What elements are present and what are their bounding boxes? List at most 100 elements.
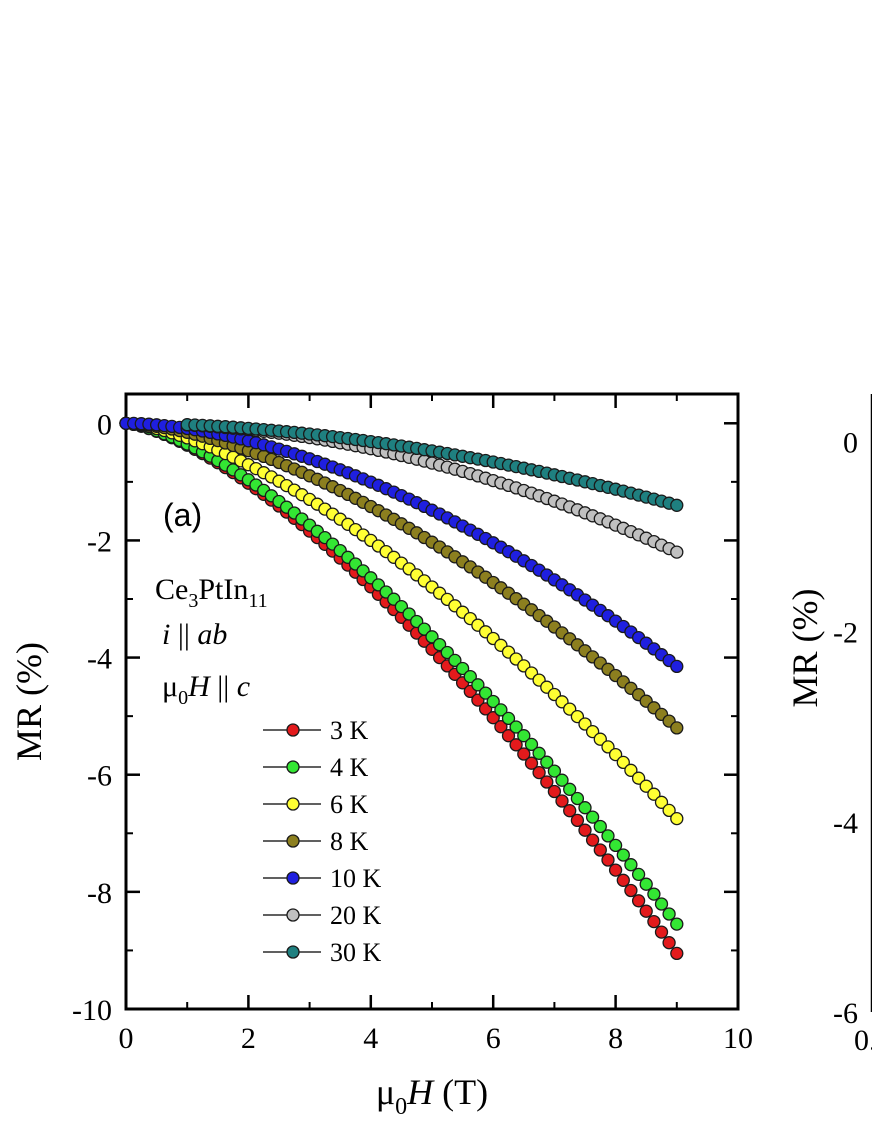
legend: 3 K 4 K 6 K 8 K 10 K 20 K 30 K: [263, 716, 382, 967]
field-h: H: [188, 670, 210, 703]
data-point: [585, 810, 600, 824]
data-point: [540, 775, 554, 789]
data-point: [616, 755, 630, 770]
formula-ptin: PtIn: [198, 573, 249, 606]
data-point: [509, 738, 523, 752]
current-direction: i || ab: [162, 620, 227, 650]
data-point: [494, 720, 508, 734]
legend-label: 3 K: [330, 716, 369, 745]
data-point: [471, 678, 485, 692]
legend-marker: [286, 834, 300, 848]
data-point: [509, 720, 523, 734]
data-point: [440, 645, 454, 660]
legend-marker: [286, 797, 300, 811]
y-tick-label: -8: [87, 877, 112, 910]
data-point: [639, 904, 653, 918]
x-axis-label: μ0H (T): [376, 1072, 488, 1120]
legend-label: 20 K: [330, 901, 382, 930]
x-tick-label: 6: [486, 1022, 501, 1055]
data-point: [578, 823, 592, 837]
data-point: [517, 747, 531, 761]
legend-label: 4 K: [330, 753, 369, 782]
data-point: [517, 729, 531, 743]
data-point: [463, 669, 477, 684]
data-point: [662, 803, 676, 818]
legend-label: 8 K: [330, 827, 369, 856]
data-point: [563, 782, 577, 796]
current-plane: ab: [197, 618, 228, 651]
data-point: [593, 819, 607, 834]
data-point: [570, 813, 585, 828]
y-tick-label: -10: [72, 994, 112, 1027]
chart-panel-a: 0 2 4 6 8 10 0 -2 -4 -6 -8 -10 μ0H (T) MR (%) 3 K 4 K 6 …: [9, 392, 753, 1120]
x-tick-label: 0: [119, 1022, 134, 1055]
data-point: [631, 894, 646, 908]
x-tick-label: 2: [241, 1022, 256, 1055]
data-point: [608, 747, 623, 762]
field-mu: μ: [162, 670, 179, 703]
data-point: [593, 843, 607, 857]
sample-formula: Ce3PtIn11: [155, 573, 268, 612]
data-point: [624, 883, 638, 898]
field-axis: c: [236, 670, 251, 703]
data-point: [478, 686, 493, 700]
data-point: [654, 925, 669, 939]
field-parallel: ||: [209, 670, 237, 703]
data-point: [524, 756, 539, 770]
data-point: [670, 811, 684, 826]
formula-ce: Ce: [155, 573, 189, 606]
data-point: [455, 661, 470, 676]
x-tick-label: 4: [363, 1022, 378, 1055]
legend-label: 30 K: [330, 938, 382, 967]
data-point: [601, 853, 615, 867]
data-point: [631, 771, 646, 785]
data-point: [501, 711, 516, 726]
y-tick-label: 0: [97, 408, 112, 441]
series-30-K: [180, 418, 684, 512]
data-point: [654, 795, 669, 809]
data-point: [670, 946, 684, 961]
y-tick-label: -4: [87, 643, 112, 676]
y-tick-label: -6: [87, 760, 112, 793]
data-point: [578, 801, 592, 815]
y-axis-label: MR (%): [9, 642, 49, 761]
y-tick-label: -6: [833, 997, 858, 1030]
data-point: [670, 659, 684, 674]
data-point: [662, 936, 676, 950]
data-point: [555, 794, 569, 808]
y-axis-label: MR (%): [785, 589, 825, 708]
y-tick-label: 0: [843, 427, 858, 460]
data-point: [608, 863, 623, 877]
x-tick-label: 0.: [854, 1024, 872, 1057]
data-point: [647, 787, 661, 801]
legend-marker: [286, 723, 300, 737]
legend-marker: [286, 871, 300, 885]
data-point: [532, 746, 546, 760]
data-point: [647, 887, 661, 901]
field-direction: μ0H || c: [162, 670, 251, 709]
data-point: [616, 848, 630, 862]
x-tick-label: 10: [723, 1022, 753, 1055]
data-point: [670, 545, 684, 559]
data-point: [608, 838, 623, 853]
data-point: [494, 703, 508, 717]
formula-sub-3: 3: [188, 590, 199, 612]
data-point: [532, 765, 546, 780]
data-point: [639, 877, 653, 891]
data-point: [616, 873, 630, 887]
x-tick-label: 8: [608, 1022, 623, 1055]
current-symbol: i: [162, 618, 171, 651]
data-point: [624, 763, 638, 777]
legend-marker: [286, 760, 300, 774]
data-point: [547, 784, 562, 799]
data-point: [654, 897, 669, 911]
y-tick-label: -2: [833, 617, 858, 650]
formula-sub-11: 11: [248, 590, 268, 612]
data-point: [547, 764, 562, 778]
data-point: [670, 498, 684, 512]
data-point: [448, 653, 462, 668]
data-point: [585, 833, 600, 847]
data-point: [647, 914, 661, 929]
data-point: [670, 721, 684, 735]
